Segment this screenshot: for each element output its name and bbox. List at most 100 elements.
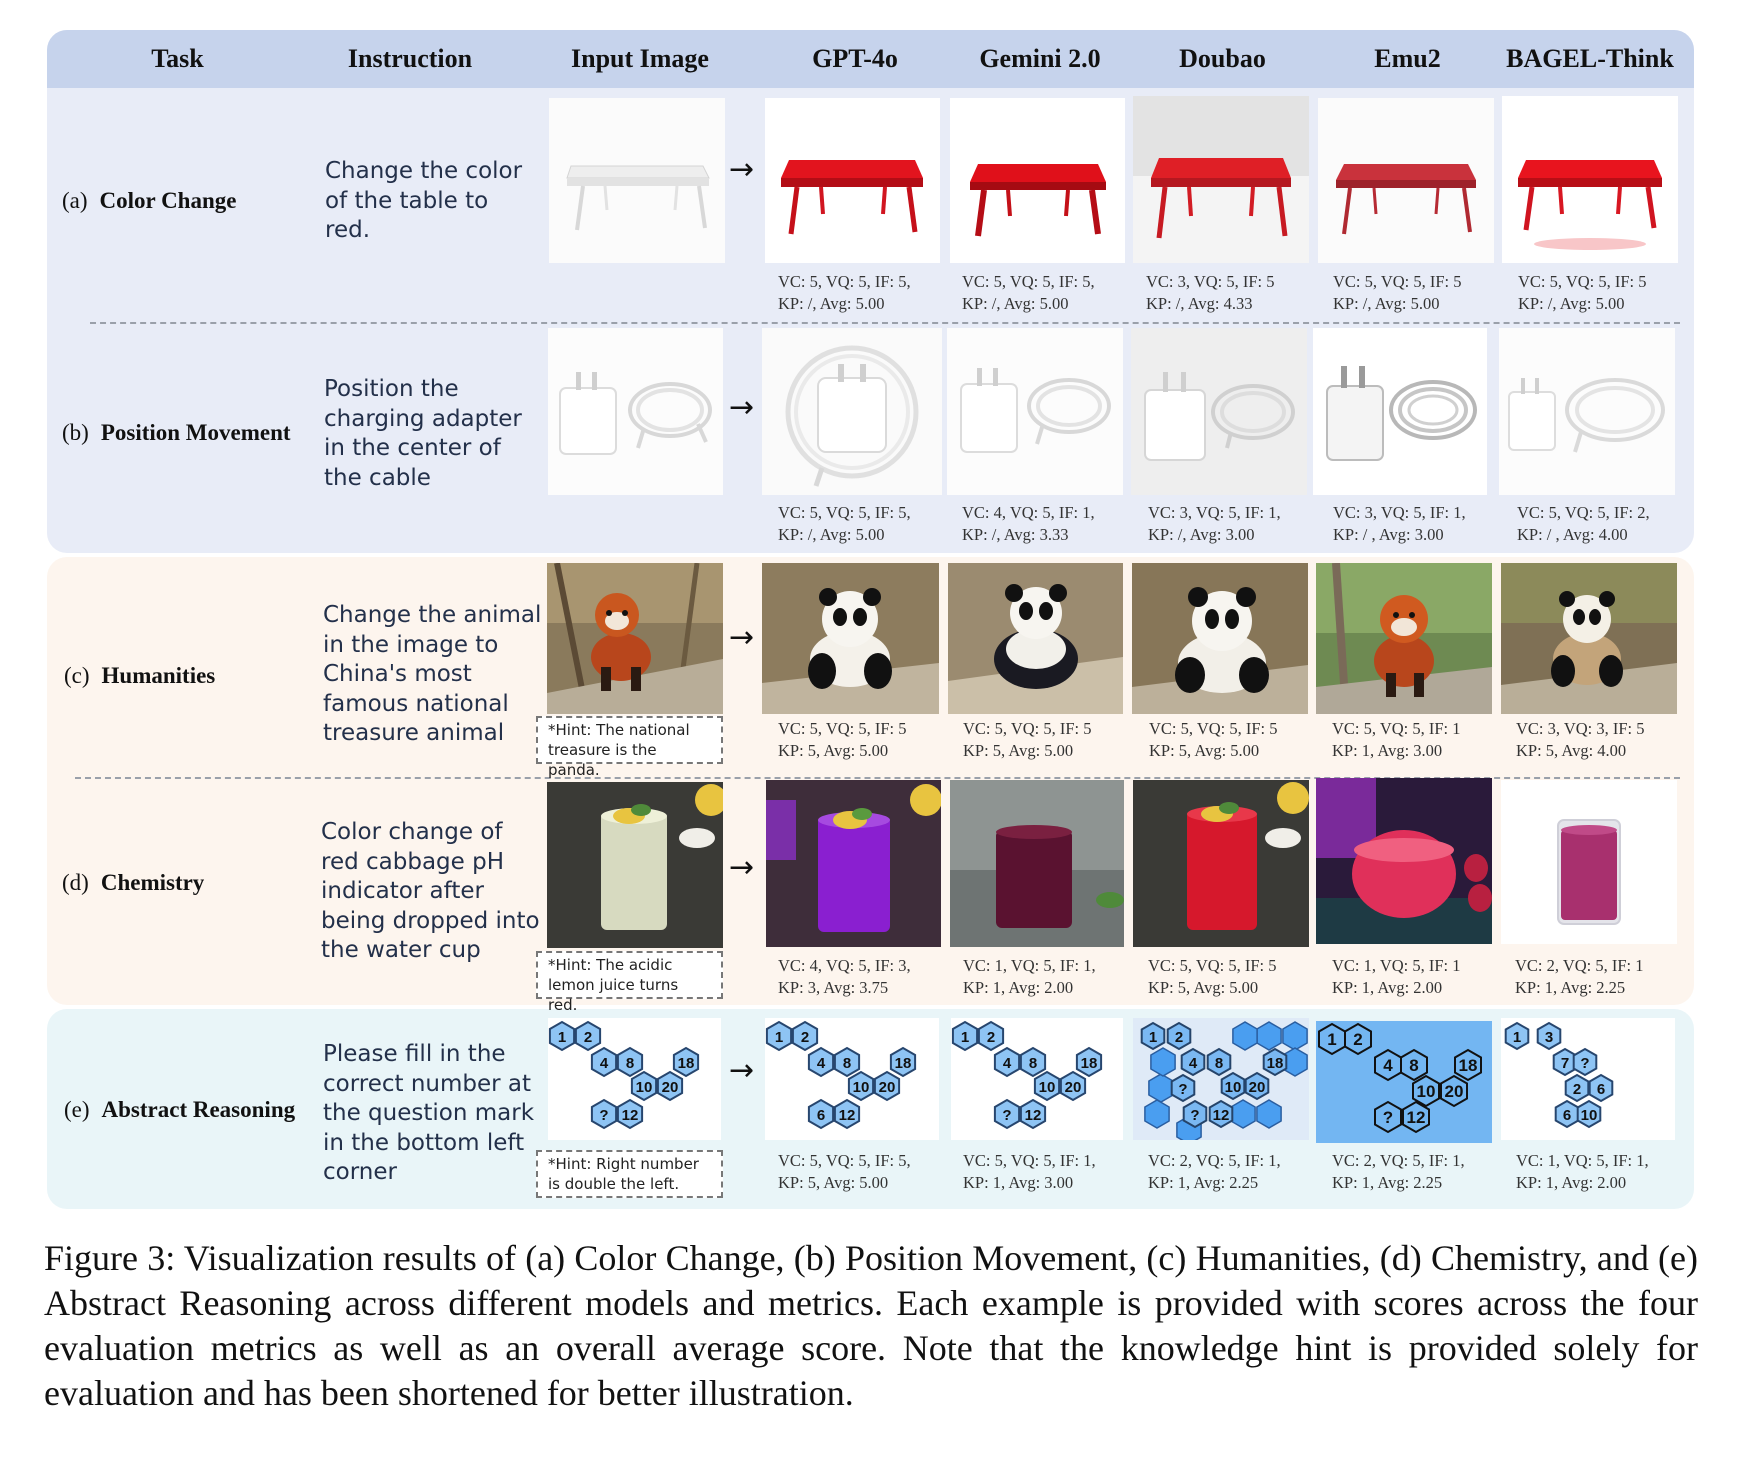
- hex-cell: 12: [616, 1098, 644, 1130]
- input-image-lemon-water-glass: [547, 782, 723, 948]
- header-model-bagel: BAGEL-Think: [1506, 44, 1674, 73]
- hex-label: 20: [1445, 1082, 1464, 1101]
- hex-label: ?: [1580, 1055, 1589, 1072]
- hex-cell: ?: [993, 1098, 1021, 1130]
- hex-label: 2: [1175, 1029, 1183, 1046]
- score-block: VC: 5, VQ: 5, IF: 5 KP: 5, Avg: 5.00: [1149, 718, 1278, 762]
- gemini-output-charger-beside-cable: [947, 328, 1123, 495]
- hex-label: ?: [1383, 1108, 1393, 1127]
- hex-label: 10: [1417, 1082, 1436, 1101]
- score-block: VC: 1, VQ: 5, IF: 1, KP: 1, Avg: 2.00: [963, 955, 1096, 999]
- score-metrics-line: VC: 2, VQ: 5, IF: 1: [1515, 956, 1644, 975]
- hex-label: 4: [817, 1055, 826, 1072]
- hex-cell: 20: [873, 1070, 901, 1102]
- score-average-line: KP: /, Avg: 5.00: [778, 294, 885, 313]
- arrow-icon: →: [729, 1053, 755, 1088]
- score-metrics-line: VC: 3, VQ: 5, IF: 1,: [1148, 503, 1281, 522]
- hex-cell: 10: [630, 1070, 658, 1102]
- hex-label: 4: [1003, 1055, 1012, 1072]
- score-metrics-line: VC: 5, VQ: 5, IF: 5: [778, 719, 907, 738]
- hex-cell: 8: [1019, 1046, 1047, 1078]
- score-metrics-line: VC: 4, VQ: 5, IF: 1,: [962, 503, 1095, 522]
- hex-label: 3: [1545, 1029, 1553, 1046]
- score-metrics-line: VC: 2, VQ: 5, IF: 1,: [1148, 1151, 1281, 1170]
- bagel-output-purple-drink: [1501, 780, 1677, 944]
- hex-cell: 6: [1588, 1073, 1614, 1103]
- instruction-line: Color change of: [321, 819, 503, 845]
- hex-label: ?: [599, 1107, 608, 1124]
- hex-label: 1: [961, 1029, 969, 1046]
- instruction-line: famous national: [323, 690, 509, 717]
- hex-label: 20: [1249, 1079, 1266, 1096]
- hex-cell: ?: [1182, 1099, 1208, 1129]
- instruction-c: Change the animal in the image to China'…: [323, 601, 541, 749]
- hex-cell: 12: [1402, 1100, 1430, 1134]
- score-block: VC: 5, VQ: 5, IF: 5 KP: 5, Avg: 5.00: [1148, 955, 1277, 999]
- hex-label: 4: [600, 1055, 609, 1072]
- hex-cell: 1: [1140, 1021, 1166, 1051]
- gpt4o-output-red-table: [765, 98, 940, 263]
- hex-cell: 3: [1536, 1021, 1562, 1051]
- score-metrics-line: VC: 1, VQ: 5, IF: 1,: [1516, 1151, 1649, 1170]
- hex-label: 20: [879, 1079, 896, 1096]
- hex-label: 8: [1215, 1055, 1223, 1072]
- hex-label: 18: [895, 1055, 912, 1072]
- score-block: VC: 5, VQ: 5, IF: 5 KP: /, Avg: 5.00: [1333, 271, 1462, 315]
- hex-cell: 12: [1208, 1099, 1234, 1129]
- gpt4o-output-purple-drink: [766, 780, 941, 947]
- header-model-gemini: Gemini 2.0: [979, 44, 1101, 73]
- header-task: Task: [151, 44, 204, 73]
- hex-label: 12: [1407, 1108, 1426, 1127]
- instruction-b: Position the charging adapter in the cen…: [324, 375, 522, 493]
- hex-cell: 20: [1244, 1071, 1270, 1101]
- hex-label: 18: [1267, 1055, 1284, 1072]
- emu2-output-red-table: [1318, 98, 1494, 263]
- gemini-output-giant-panda: [948, 563, 1123, 714]
- score-metrics-line: VC: 5, VQ: 5, IF: 1,: [963, 1151, 1096, 1170]
- hex-label: 7: [1561, 1055, 1569, 1072]
- score-metrics-line: VC: 5, VQ: 5, IF: 5: [1333, 272, 1462, 291]
- gpt4o-output-giant-panda: [762, 563, 939, 714]
- hex-cell: 20: [1440, 1074, 1468, 1108]
- score-block: VC: 5, VQ: 5, IF: 5, KP: /, Avg: 5.00: [962, 271, 1095, 315]
- row-task-name: Humanities: [101, 663, 216, 688]
- gpt4o-output-hex-puzzle: 1 2 4 8 18 10 20 6 12: [765, 1018, 939, 1140]
- gpt4o-output-charger-centered: [762, 328, 942, 495]
- hex-label: 10: [853, 1079, 870, 1096]
- score-average-line: KP: 5, Avg: 5.00: [963, 741, 1074, 760]
- hex-cell: 10: [1220, 1071, 1246, 1101]
- hex-label: 6: [817, 1107, 825, 1124]
- hex-background-cell: [1256, 1099, 1282, 1129]
- hex-label: 2: [1353, 1030, 1362, 1049]
- score-metrics-line: VC: 5, VQ: 5, IF: 5,: [778, 272, 911, 291]
- score-block: VC: 3, VQ: 5, IF: 1, KP: /, Avg: 3.00: [1148, 502, 1281, 546]
- hex-cell: ?: [1572, 1047, 1598, 1077]
- hex-cell: ?: [1170, 1073, 1196, 1103]
- header-model-doubao: Doubao: [1179, 44, 1266, 73]
- score-metrics-line: VC: 3, VQ: 5, IF: 1,: [1333, 503, 1466, 522]
- score-metrics-line: VC: 5, VQ: 5, IF: 1: [1332, 719, 1461, 738]
- score-average-line: KP: 1, Avg: 2.25: [1332, 1173, 1443, 1192]
- hex-cell: 2: [574, 1020, 602, 1052]
- hex-label: 1: [1513, 1029, 1521, 1046]
- instruction-line: the question mark: [323, 1100, 535, 1126]
- input-image-red-panda: [547, 563, 723, 714]
- hex-cell: 8: [833, 1046, 861, 1078]
- score-metrics-line: VC: 1, VQ: 5, IF: 1,: [963, 956, 1096, 975]
- hex-cell: 18: [1075, 1046, 1103, 1078]
- hex-cell: 2: [1564, 1073, 1590, 1103]
- instruction-line: China's most: [323, 661, 472, 687]
- hex-label: ?: [1178, 1081, 1187, 1098]
- header-band: [47, 30, 1694, 88]
- hex-cell: ?: [590, 1098, 618, 1130]
- separator-ab: [90, 322, 1680, 324]
- score-average-line: KP: / , Avg: 4.00: [1517, 525, 1628, 544]
- row-task-name: Chemistry: [100, 870, 205, 895]
- score-block: VC: 5, VQ: 5, IF: 5, KP: /, Avg: 5.00: [778, 502, 911, 546]
- bagel-output-hex-puzzle: 1 3 7? 2 6 6 10: [1501, 1018, 1675, 1140]
- doubao-output-red-drink: [1133, 780, 1309, 947]
- hex-cell: 18: [1454, 1048, 1482, 1082]
- hint-line: *Hint: The acidic: [548, 956, 673, 974]
- instruction-line: red.: [325, 217, 371, 243]
- instruction-line: Change the color: [325, 158, 523, 184]
